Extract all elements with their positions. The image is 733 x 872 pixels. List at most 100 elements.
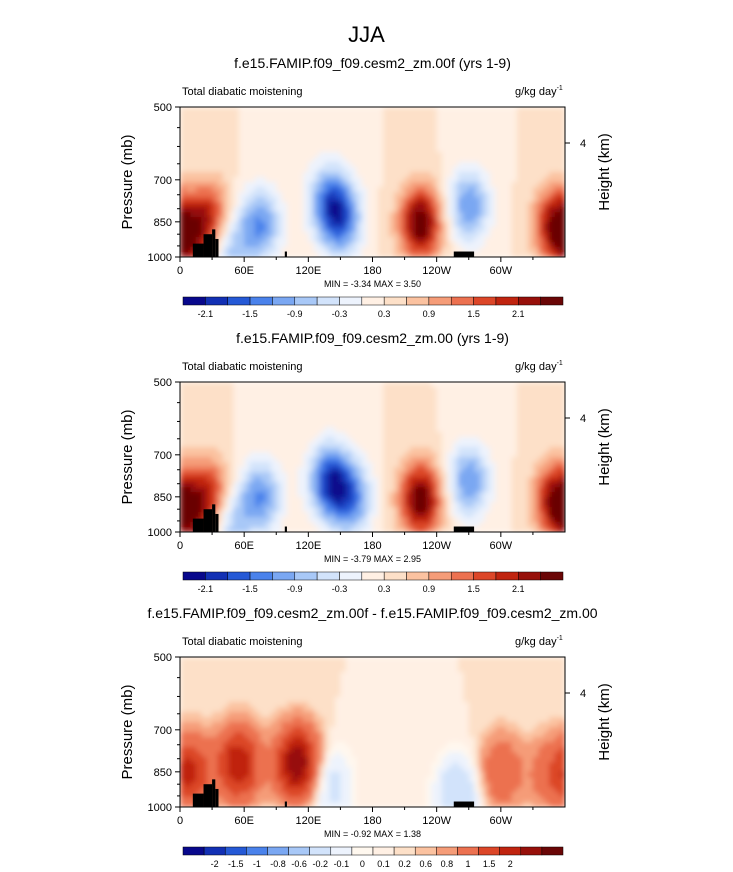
heatmap-cell [206,682,213,688]
heatmap-cell [270,167,277,173]
heatmap-cell [185,437,192,443]
heatmap-cell [431,492,438,498]
heatmap-cell [238,772,245,778]
heatmap-cell [212,482,219,488]
heatmap-cell [532,142,539,148]
heatmap-cell [511,472,518,478]
heatmap-cell [206,177,213,183]
heatmap-cell [538,482,545,488]
heatmap-cell [265,207,272,213]
heatmap-cell [233,732,240,738]
heatmap-cell [554,252,561,257]
heatmap-cell [548,147,555,153]
heatmap-cell [201,692,208,698]
heatmap-cell [340,152,347,158]
heatmap-cell [383,217,390,223]
heatmap-cell [281,412,288,418]
heatmap-cell [506,242,513,248]
heatmap-cell [495,187,502,193]
heatmap-cell [404,477,411,483]
heatmap-cell [281,522,288,528]
heatmap-cell [436,127,443,133]
heatmap-cell [479,202,486,208]
heatmap-cell [388,512,395,518]
heatmap-cell [260,712,267,718]
colorbar-box [428,571,452,581]
heatmap-cell [356,462,363,468]
heatmap-cell [468,212,475,218]
heatmap-cell [372,142,379,148]
heatmap-cell [420,232,427,238]
heatmap-cell [206,737,213,743]
heatmap-cell [254,792,261,798]
heatmap-cell [479,142,486,148]
heatmap-cell [409,202,416,208]
heatmap-cell [495,462,502,468]
heatmap-cell [383,417,390,423]
heatmap-cell [442,147,448,153]
heatmap-cell [238,517,245,523]
heatmap-cell [404,207,411,213]
heatmap-cell [447,112,454,118]
heatmap-cell [415,142,422,148]
heatmap-cell [532,202,539,208]
heatmap-cell [500,517,507,523]
heatmap-cell [265,187,272,193]
heatmap-cell [196,147,202,153]
heatmap-cell [383,447,390,453]
heatmap-cell [479,252,486,257]
heatmap-cell [265,717,272,723]
heatmap-cell [297,442,304,448]
heatmap-cell [447,472,454,478]
heatmap-cell [201,222,208,228]
heatmap-cell [404,407,411,413]
heatmap-cell [506,187,513,193]
heatmap-cell [447,512,454,518]
heatmap-cell [260,212,267,218]
heatmap-cell [548,117,555,123]
heatmap-cell [180,672,186,678]
heatmap-cell [308,482,315,488]
variable-label: Total diabatic moistening [182,636,302,648]
heatmap-cell [420,507,427,513]
heatmap-cell [212,727,219,733]
heatmap-cell [554,237,561,243]
heatmap-cell [270,152,277,158]
heatmap-cell [442,422,448,428]
heatmap-cell [522,192,529,198]
heatmap-cell [249,707,256,713]
heatmap-cell [479,452,486,458]
heatmap-cell [222,142,229,148]
heatmap-cell [393,212,400,218]
heatmap-cell [345,107,352,113]
heatmap-cell [538,432,545,438]
heatmap-cell [222,237,229,243]
heatmap-cell [532,207,539,213]
heatmap-cell [522,437,529,443]
heatmap-cell [420,477,427,483]
heatmap-cell [351,222,358,228]
heatmap-cell [206,747,213,753]
heatmap-cell [372,192,379,198]
heatmap-cell [559,487,565,493]
heatmap-cell [452,392,459,398]
heatmap-cell [463,107,470,113]
heatmap-cell [335,442,342,448]
heatmap-cell [281,117,288,123]
heatmap-cell [212,172,219,178]
heatmap-cell [479,232,486,238]
heatmap-cell [222,432,229,438]
heatmap-cell [554,117,561,123]
heatmap-cell [399,192,406,198]
heatmap-cell [238,397,245,403]
colorbar-box [383,296,407,306]
heatmap-cell [404,512,411,518]
heatmap-cell [458,502,465,508]
heatmap-cell [345,467,352,473]
heatmap-cell [436,412,443,418]
heatmap-cell [506,397,513,403]
heatmap-cell [372,137,379,143]
heatmap-cell [522,442,529,448]
heatmap-cell [212,712,219,718]
heatmap-cell [367,527,374,532]
